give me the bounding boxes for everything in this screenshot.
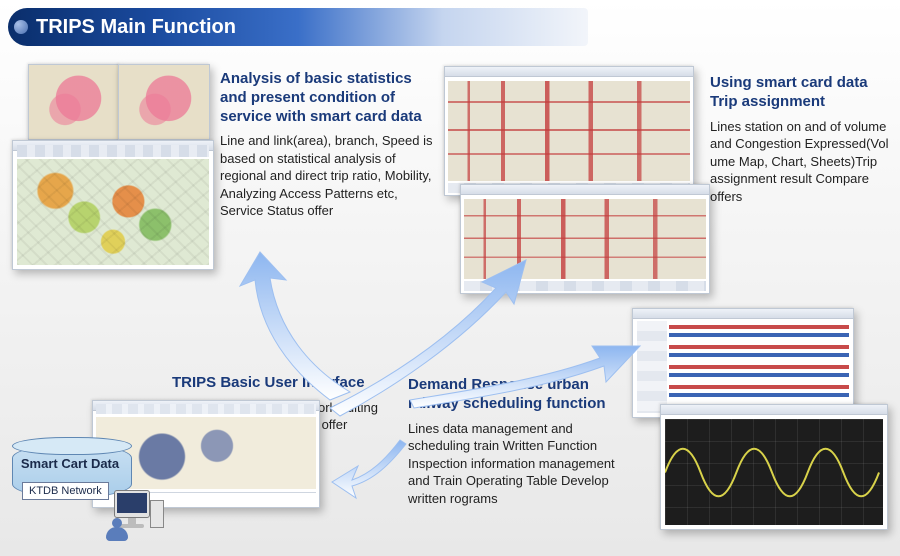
section-trip-title: Using smart card data Trip assignment <box>710 74 898 112</box>
header-banner: TRIPS Main Function <box>8 8 588 46</box>
section-analysis: Analysis of basic statistics and present… <box>220 70 435 220</box>
thumb-minimap-2 <box>118 64 210 140</box>
section-analysis-body: Line and link(area), branch, Speed is ba… <box>220 132 435 220</box>
section-basic-ui-title: TRIPS Basic User Interface <box>172 374 392 393</box>
section-scheduling: Demand Response urban railway scheduling… <box>408 376 628 507</box>
section-scheduling-title: Demand Response urban railway scheduling… <box>408 376 628 414</box>
thumb-gantt <box>632 308 854 418</box>
db-label-ktdb: KTDB Network <box>22 482 109 500</box>
section-scheduling-body: Lines data management and scheduling tra… <box>408 420 628 508</box>
header-title: TRIPS Main Function <box>36 16 236 39</box>
thumb-gis-window <box>12 140 214 270</box>
db-label-smartcard: Smart Cart Data <box>4 456 136 471</box>
wave-line-icon <box>665 419 883 526</box>
thumb-network-2 <box>460 184 710 294</box>
computer-icon <box>112 490 164 540</box>
section-analysis-title: Analysis of basic statistics and present… <box>220 70 435 126</box>
section-trip-assignment: Using smart card data Trip assignment Li… <box>710 74 898 205</box>
db-cluster: Smart Cart Data KTDB Network <box>6 440 146 552</box>
thumb-minimap-1 <box>28 64 120 140</box>
section-trip-body: Lines station on and of volume and Conge… <box>710 118 898 206</box>
thumb-wave <box>660 404 888 530</box>
arrow-to-bottom-left <box>330 430 410 500</box>
thumb-network-1 <box>444 66 694 196</box>
